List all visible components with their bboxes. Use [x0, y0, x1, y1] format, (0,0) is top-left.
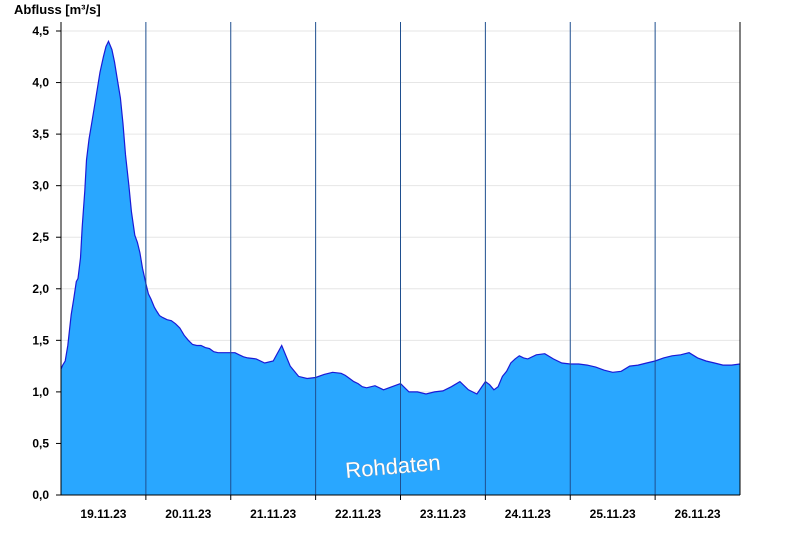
y-tick-label: 1,0 — [32, 385, 49, 399]
y-axis-title: Abfluss [m³/s] — [14, 2, 101, 17]
series-line — [60, 39, 741, 395]
x-tick-label: 24.11.23 — [505, 507, 551, 521]
day-divider-lines — [145, 22, 656, 495]
y-tick-label: 4,0 — [32, 76, 49, 90]
y-tick-label: 4,5 — [32, 24, 49, 38]
y-tick-label: 0,0 — [32, 488, 49, 502]
y-tick-label: 2,5 — [32, 230, 49, 244]
x-tick-label: 22.11.23 — [335, 507, 381, 521]
x-tick-label: 20.11.23 — [165, 507, 211, 521]
x-tick-label: 19.11.23 — [80, 507, 126, 521]
axes — [56, 22, 741, 500]
x-tick-label: 23.11.23 — [420, 507, 466, 521]
y-tick-label: 1,5 — [32, 333, 49, 347]
x-tick-label: 25.11.23 — [590, 507, 636, 521]
x-tick-label: 26.11.23 — [675, 507, 721, 521]
y-tick-label: 0,5 — [32, 436, 49, 450]
y-tick-labels: 0,0 0,5 1,0 1,5 2,0 2,5 3,0 3,5 4,0 4,5 — [32, 24, 49, 502]
x-tick-labels: 19.11.23 20.11.23 21.11.23 22.11.23 23.11.23… — [80, 507, 721, 521]
y-tick-label: 2,0 — [32, 282, 49, 296]
y-tick-label: 3,0 — [32, 179, 49, 193]
y-tick-label: 3,5 — [32, 127, 49, 141]
x-tick-label: 21.11.23 — [250, 507, 296, 521]
